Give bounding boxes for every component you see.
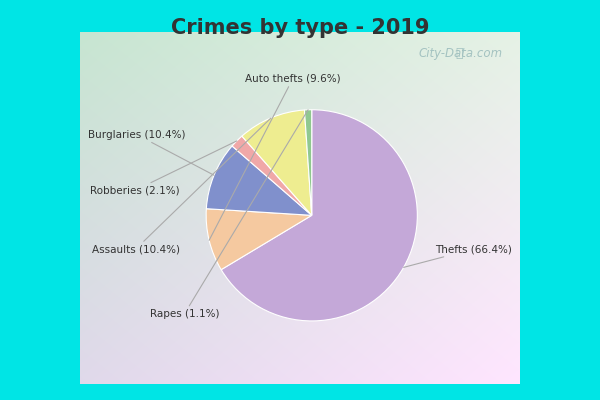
Wedge shape (221, 110, 418, 321)
Text: Rapes (1.1%): Rapes (1.1%) (150, 110, 308, 318)
Wedge shape (242, 110, 312, 215)
Text: Thefts (66.4%): Thefts (66.4%) (404, 244, 512, 267)
Text: Crimes by type - 2019: Crimes by type - 2019 (171, 18, 429, 38)
Text: Burglaries (10.4%): Burglaries (10.4%) (88, 130, 214, 175)
Wedge shape (232, 136, 312, 215)
Wedge shape (304, 110, 312, 215)
Text: Auto thefts (9.6%): Auto thefts (9.6%) (209, 74, 340, 240)
Text: Robberies (2.1%): Robberies (2.1%) (90, 141, 237, 196)
Text: City-Data.com: City-Data.com (418, 47, 502, 60)
Wedge shape (206, 209, 312, 270)
Text: ⓘ: ⓘ (455, 47, 463, 60)
Text: Assaults (10.4%): Assaults (10.4%) (92, 118, 271, 254)
Wedge shape (206, 146, 312, 215)
